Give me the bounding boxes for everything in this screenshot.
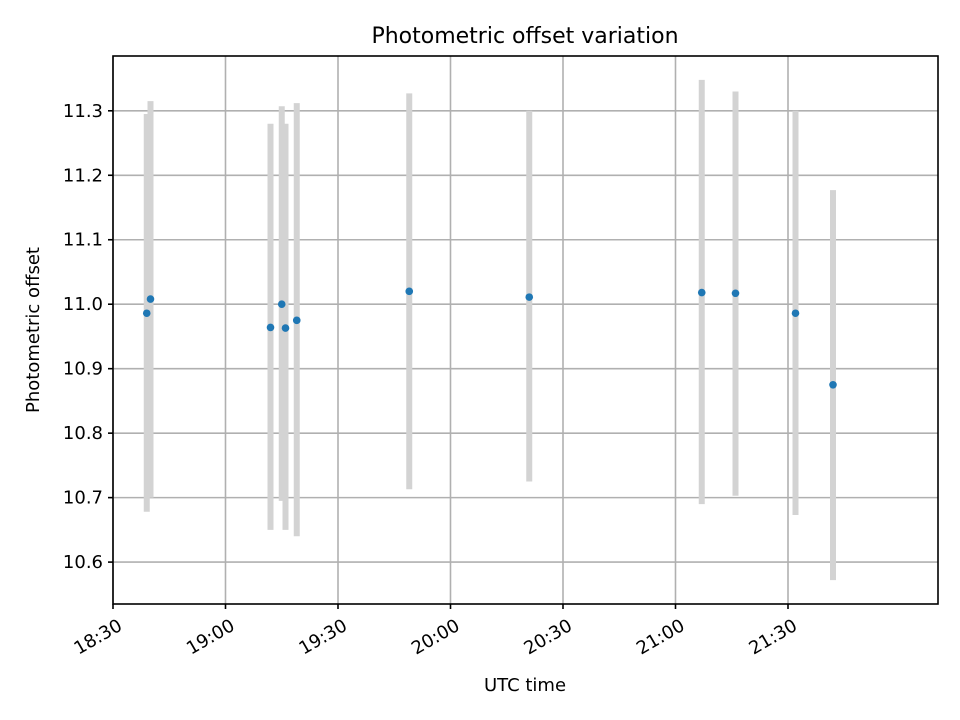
- x-tick-label: 21:00: [633, 615, 688, 659]
- x-tick-label: 20:30: [520, 615, 575, 659]
- x-tick-label: 20:00: [408, 615, 463, 659]
- plot-frame: [112, 55, 939, 605]
- data-point: [791, 309, 800, 318]
- x-tick-label: 18:30: [70, 615, 125, 659]
- data-point: [277, 300, 286, 309]
- data-point: [697, 288, 706, 297]
- y-tick-label: 10.6: [63, 552, 103, 573]
- y-axis-label: Photometric offset: [23, 247, 44, 413]
- y-tick-label: 11.2: [63, 165, 103, 186]
- error-bars: [143, 79, 836, 581]
- x-tick-label: 21:30: [745, 615, 800, 659]
- y-tick-label: 11.3: [63, 101, 103, 122]
- data-points: [142, 287, 837, 389]
- y-tick-label: 11.0: [63, 294, 103, 315]
- data-point: [146, 295, 155, 303]
- x-tick-label: 19:00: [183, 615, 238, 659]
- grid-layer: [112, 56, 938, 604]
- y-tick-label: 11.1: [63, 230, 103, 251]
- y-tick-label: 10.8: [63, 423, 103, 444]
- data-point: [829, 381, 837, 389]
- y-tick-label: 10.9: [63, 359, 103, 380]
- x-axis-label: UTC time: [484, 675, 566, 696]
- data-point: [142, 309, 151, 318]
- data-point: [731, 289, 740, 298]
- data-point: [525, 293, 534, 301]
- x-tick-label: 19:30: [295, 615, 350, 659]
- y-tick-label: 10.7: [63, 488, 103, 509]
- data-point: [292, 316, 301, 325]
- data-point: [405, 287, 414, 296]
- chart-title: Photometric offset variation: [371, 24, 678, 49]
- data-point: [266, 323, 275, 332]
- tick-labels: 18:30 19:00 19:30 20:00 20:30 21:00 21:30 10.6 1…: [63, 101, 801, 660]
- data-point: [281, 324, 290, 332]
- ticks: [108, 110, 789, 609]
